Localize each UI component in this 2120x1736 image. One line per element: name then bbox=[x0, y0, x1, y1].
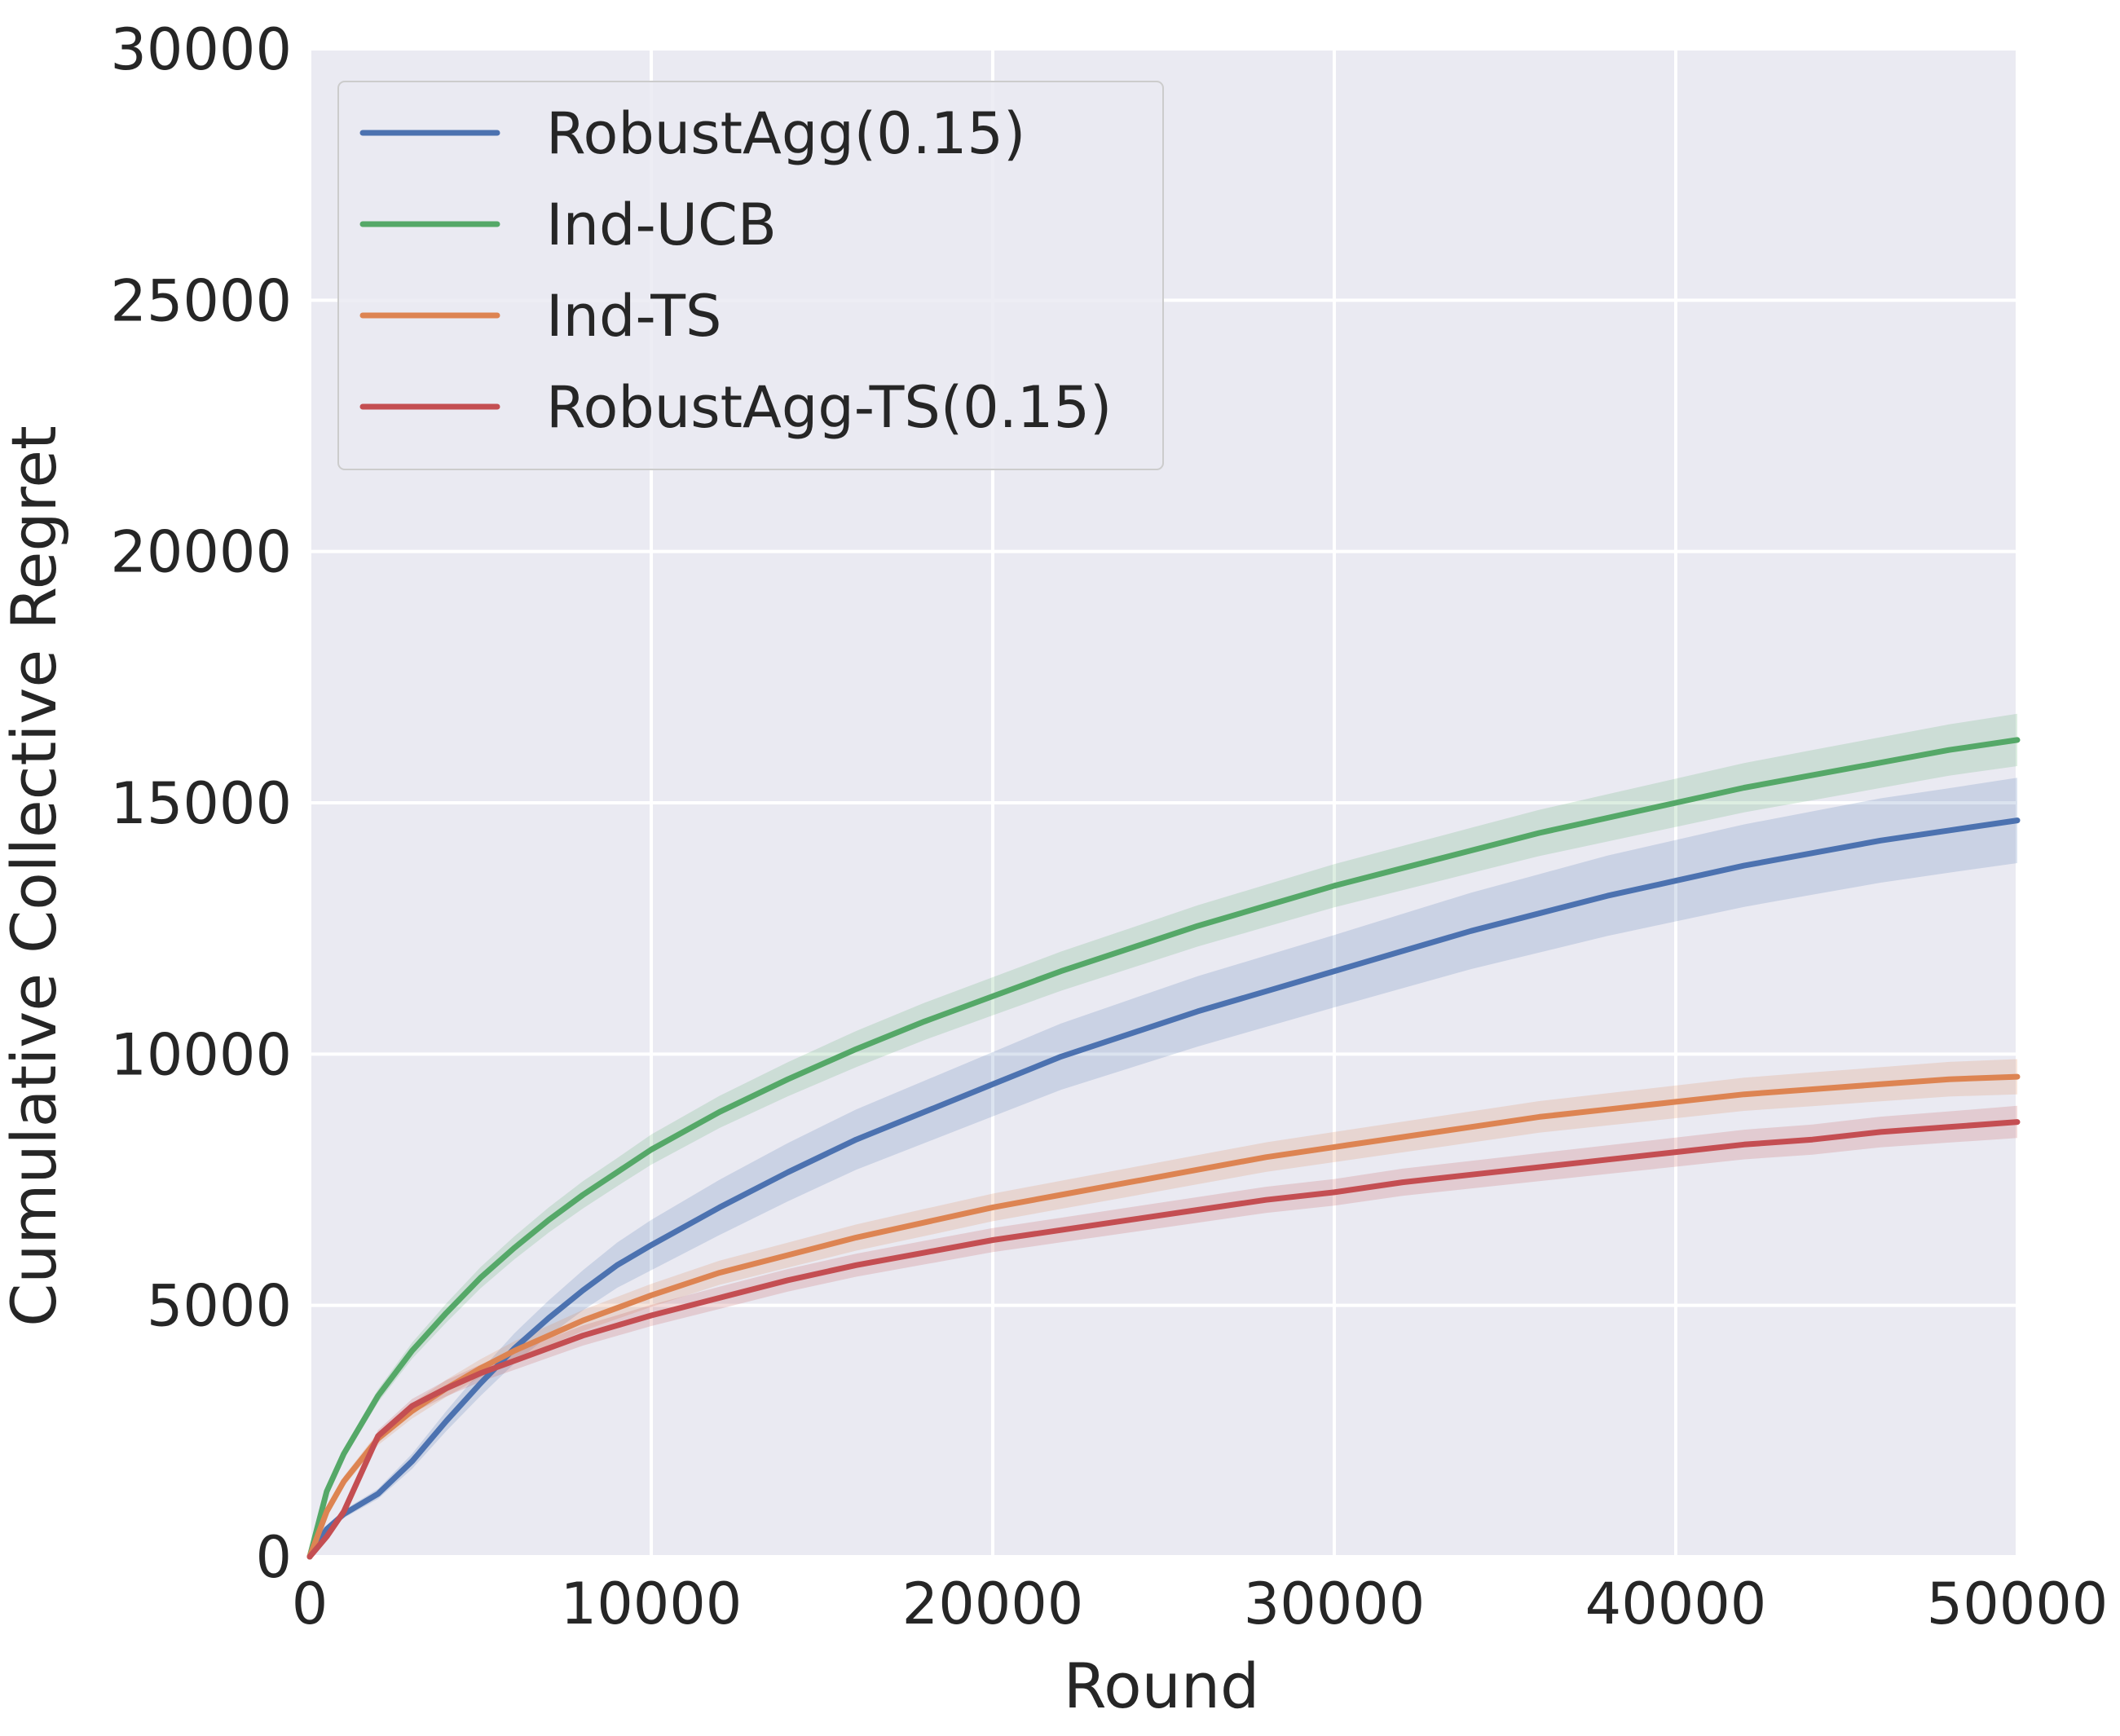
x-tick-label: 10000 bbox=[561, 1571, 743, 1637]
y-tick-label: 20000 bbox=[110, 519, 292, 586]
y-tick-label: 25000 bbox=[110, 267, 292, 334]
legend: RobustAgg(0.15) Ind-UCB Ind-TS RobustAgg-TS… bbox=[337, 81, 1164, 470]
band-robustagg-0-15 bbox=[310, 778, 2017, 1557]
legend-label: RobustAgg(0.15) bbox=[546, 100, 1025, 167]
legend-label: RobustAgg-TS(0.15) bbox=[546, 374, 1112, 441]
x-tick-label: 0 bbox=[292, 1571, 328, 1637]
line-ind-ucb bbox=[306, 737, 2021, 1560]
y-tick-label: 10000 bbox=[110, 1021, 292, 1088]
y-tick-labels: 0 5000 10000 15000 20000 25000 30000 bbox=[110, 16, 292, 1591]
x-axis-label: Round bbox=[1064, 1650, 1259, 1722]
band-robustagg-ts-0-15 bbox=[310, 1105, 2017, 1557]
legend-box bbox=[337, 81, 1164, 470]
y-tick-label: 0 bbox=[255, 1524, 292, 1591]
series-lines bbox=[306, 737, 2021, 1560]
line-robustagg-ts-0-15 bbox=[306, 1119, 2021, 1560]
band-ind-ucb bbox=[310, 713, 2017, 1557]
x-tick-label: 20000 bbox=[902, 1571, 1084, 1637]
x-tick-label: 40000 bbox=[1585, 1571, 1767, 1637]
legend-label: Ind-UCB bbox=[546, 192, 777, 258]
legend-label: Ind-TS bbox=[546, 283, 721, 350]
x-tick-label: 30000 bbox=[1244, 1571, 1426, 1637]
x-tick-label: 50000 bbox=[1927, 1571, 2109, 1637]
y-axis-label: Cumulative Collective Regret bbox=[0, 425, 70, 1327]
line-robustagg-0-15 bbox=[306, 817, 2021, 1560]
x-tick-labels: 0 10000 20000 30000 40000 50000 bbox=[292, 1571, 2109, 1637]
y-tick-label: 15000 bbox=[110, 770, 292, 837]
confidence-bands bbox=[310, 713, 2017, 1557]
y-tick-label: 30000 bbox=[110, 16, 292, 83]
y-tick-label: 5000 bbox=[147, 1273, 292, 1340]
